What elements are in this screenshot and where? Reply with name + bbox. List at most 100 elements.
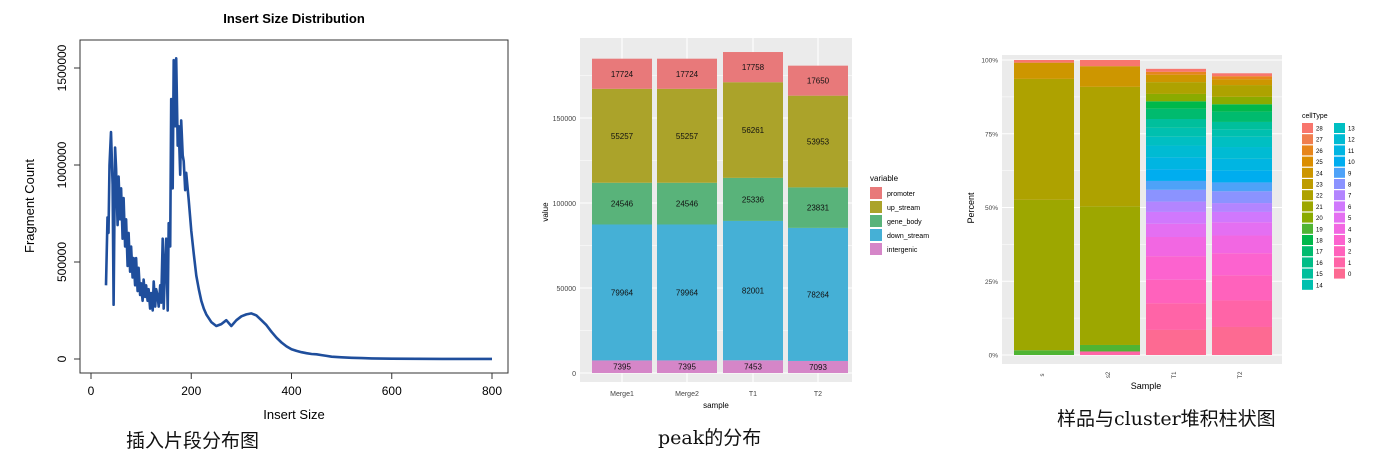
legend-label: 1 — [1348, 261, 1352, 267]
legend-swatch — [870, 215, 882, 227]
legend-swatch — [870, 201, 882, 213]
bar-segment — [657, 88, 717, 183]
legend-label: 22 — [1316, 194, 1323, 200]
legend-label: 25 — [1316, 160, 1323, 166]
x-tick-label: T2 — [814, 391, 822, 398]
y-tick-label: 0 — [55, 355, 69, 362]
bar-segment — [657, 182, 717, 225]
data-label: 55257 — [611, 132, 634, 141]
legend-swatch — [1302, 167, 1313, 178]
bar-segment — [1146, 201, 1206, 212]
y-tick-label: 500000 — [55, 242, 69, 282]
cluster-stacked-chart: 0% 25% 50% 75% 100% s s2 T1 T2 Sample Percent cellT… — [966, 55, 1355, 391]
bar-segment — [723, 82, 783, 178]
bar-segment — [1080, 86, 1140, 207]
legend-swatch — [1302, 145, 1313, 156]
peak-distribution-chart: 0 50000 100000 150000 7395 79964 24546 55257 177… — [541, 38, 929, 410]
y-axis-label: value — [541, 202, 550, 222]
bar-segment — [1212, 300, 1272, 327]
y-tick-label: 1000000 — [55, 141, 69, 188]
x-tick-label: T1 — [749, 391, 757, 398]
x-tick-label: T1 — [1172, 371, 1178, 379]
bar-segment — [1080, 344, 1140, 352]
bar-segment — [1146, 189, 1206, 202]
bar-segment — [592, 224, 652, 361]
y-tick-label: 0% — [989, 353, 999, 360]
bar-segment — [1146, 108, 1206, 119]
data-label: 82001 — [742, 287, 765, 296]
bar-segment — [1212, 326, 1272, 355]
y-tick-label: 1500000 — [55, 44, 69, 91]
bar-segment — [1212, 76, 1272, 80]
bar-segment — [1212, 191, 1272, 204]
bar-segment — [723, 360, 783, 373]
legend-label: 2 — [1348, 250, 1352, 256]
bar-segment — [1080, 206, 1140, 345]
bar-segment — [592, 360, 652, 373]
x-tick-label: s — [1040, 374, 1046, 377]
legend-swatch — [1302, 246, 1313, 257]
bar-segment — [1212, 79, 1272, 86]
caption-insert-size: 插入片段分布图 — [126, 430, 260, 452]
bar-segment — [1212, 96, 1272, 105]
legend-swatch — [1334, 235, 1345, 245]
bar-segment — [1146, 71, 1206, 75]
bar-segment — [657, 360, 717, 373]
data-label: 7395 — [613, 363, 631, 372]
legend-label: down_stream — [887, 233, 929, 240]
data-label: 7395 — [678, 363, 696, 372]
bar-segment — [788, 95, 848, 188]
data-label: 53953 — [807, 138, 830, 147]
bar-segment — [1212, 121, 1272, 130]
series-line — [104, 56, 492, 361]
legend-label: intergenic — [887, 247, 918, 254]
bar-segment — [1212, 170, 1272, 183]
legend-label: 27 — [1316, 138, 1323, 144]
bar-segment — [1212, 73, 1272, 77]
legend-label: 0 — [1348, 272, 1352, 278]
legend-label: 5 — [1348, 216, 1352, 222]
bar-segment — [1014, 78, 1074, 200]
bar-segment — [657, 58, 717, 89]
caption-peak-distribution: peak的分布 — [658, 427, 762, 449]
legend-label: gene_body — [887, 219, 922, 226]
legend-label: 17 — [1316, 250, 1323, 256]
data-label: 78264 — [807, 290, 830, 299]
legend-swatch — [1302, 123, 1313, 133]
legend-label: 11 — [1348, 149, 1355, 155]
y-tick-label: 0 — [572, 371, 576, 378]
y-axis-label: Fragment Count — [22, 159, 37, 253]
bar-segment — [1146, 169, 1206, 181]
y-tick-label: 25% — [985, 279, 998, 286]
bar-segment — [1146, 329, 1206, 355]
legend-swatch — [1302, 212, 1313, 223]
bar-segment — [1212, 203, 1272, 212]
bar-segment — [1146, 303, 1206, 330]
plot-frame — [79, 39, 509, 374]
bar-segment — [1212, 253, 1272, 276]
x-tick-label: Merge2 — [675, 391, 699, 398]
legend-title: cellType — [1302, 113, 1328, 120]
legend-swatch — [1334, 156, 1345, 167]
legend-swatch — [1302, 223, 1313, 234]
y-axis-label: Percent — [966, 192, 976, 224]
data-label: 56261 — [742, 126, 765, 135]
y-tick-label: 50% — [985, 205, 998, 212]
bar-segment — [1146, 119, 1206, 128]
data-label: 7453 — [744, 363, 762, 372]
bar-segment — [1146, 101, 1206, 109]
legend-swatch — [1334, 212, 1345, 223]
x-tick-label: 400 — [281, 384, 301, 398]
insert-size-panel: Insert Size Distribution 0 200 400 600 800 0 50… — [0, 0, 520, 456]
bar-segment — [592, 182, 652, 225]
peak-distribution-panel: 0 50000 100000 150000 7395 79964 24546 55257 177… — [530, 0, 950, 456]
bar-segment — [1212, 129, 1272, 137]
bar-segment — [723, 177, 783, 221]
legend-label: 10 — [1348, 160, 1355, 166]
legend-swatch — [1302, 235, 1313, 245]
bar-segment — [1080, 351, 1140, 355]
data-label: 24546 — [676, 200, 699, 209]
bar-segment — [1146, 93, 1206, 102]
bar-segment — [1146, 74, 1206, 83]
x-tick-label: Merge1 — [610, 391, 634, 398]
